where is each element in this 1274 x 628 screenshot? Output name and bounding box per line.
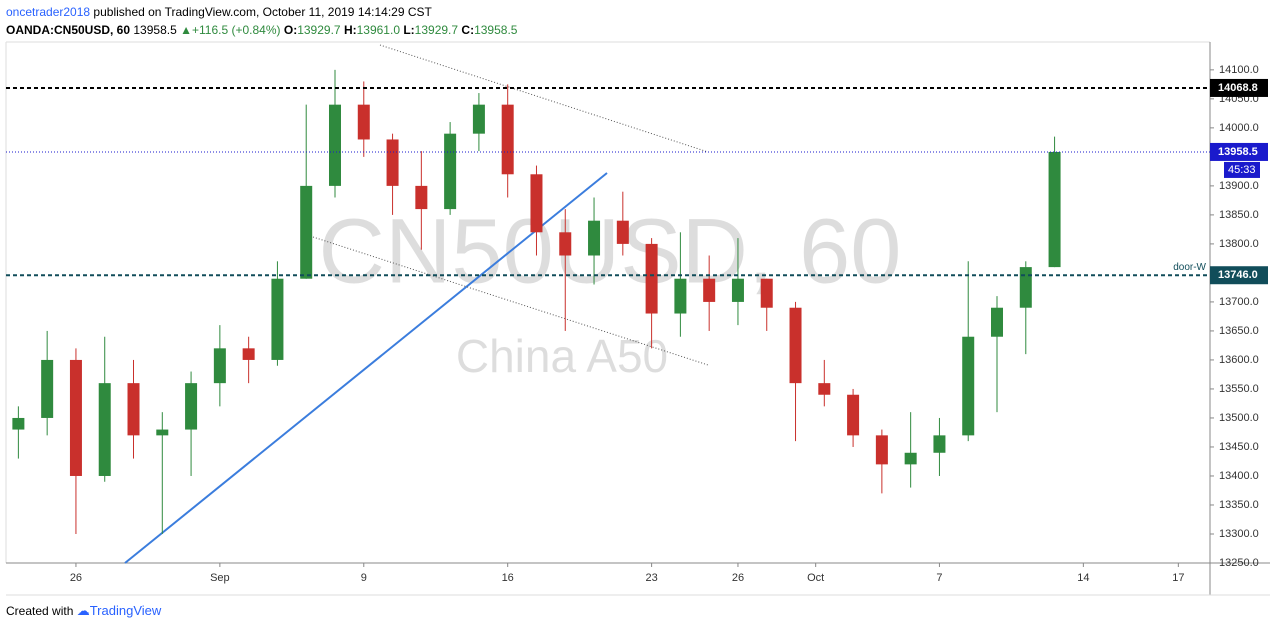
y-tick-label: 14100.0 (1219, 64, 1259, 76)
candle-body (69, 359, 82, 476)
h: 13961.0 (356, 23, 400, 37)
x-tick-label: 7 (936, 572, 942, 584)
candle-body (185, 383, 198, 430)
candle-body (904, 452, 917, 465)
footer: Created with ☁TradingView (6, 603, 161, 619)
x-tick-label: 26 (70, 572, 82, 584)
candle-body (991, 307, 1004, 337)
brand-name: TradingView (89, 603, 162, 618)
legend-line: OANDA:CN50USD, 60 13958.5 ▲+116.5 (+0.84… (6, 23, 517, 37)
x-tick-label: 14 (1077, 572, 1089, 584)
candle-body (501, 104, 514, 175)
candle-body (98, 383, 111, 476)
y-tick-label: 13550.0 (1219, 383, 1259, 395)
candle-body (41, 359, 54, 418)
y-tick-label: 14000.0 (1219, 122, 1259, 134)
candle-body (588, 220, 601, 256)
candle-body (300, 185, 313, 279)
candle-body (818, 383, 831, 395)
y-tick-label: 13850.0 (1219, 209, 1259, 221)
o-label: O: (283, 23, 298, 37)
created: Created with (6, 604, 74, 618)
last: 13958.5 (133, 23, 177, 37)
candle-body (472, 104, 485, 134)
candle-body (1019, 267, 1032, 308)
x-tick-label: Sep (210, 572, 230, 584)
y-tick-label: 13800.0 (1219, 238, 1259, 250)
level-tag (1210, 266, 1268, 285)
c: 13958.5 (474, 23, 518, 37)
candle-body (674, 278, 687, 314)
candle-body (962, 336, 975, 436)
countdown: 45:33 (1228, 164, 1256, 176)
y-tick-label: 13300.0 (1219, 528, 1259, 540)
candle-body (127, 383, 140, 436)
level-label: 13958.5 (1218, 146, 1258, 158)
candle-body (242, 348, 255, 360)
level-label: 14068.8 (1218, 82, 1258, 94)
candle-body (703, 278, 716, 302)
candle-body (156, 429, 169, 436)
level-label: 13746.0 (1218, 269, 1258, 281)
candle-body (559, 232, 572, 256)
candle-body (616, 220, 629, 244)
level-name: door-W (1173, 262, 1206, 273)
candle-body (645, 243, 658, 314)
candle-body (213, 348, 226, 384)
l-label: L: (403, 23, 415, 37)
candle-body (357, 104, 370, 140)
published: published on TradingView.com, October 11… (93, 5, 432, 19)
candle-body (386, 139, 399, 186)
change: ▲+116.5 (+0.84%) (180, 23, 281, 37)
y-tick-label: 13650.0 (1219, 325, 1259, 337)
candle-body (1048, 151, 1061, 268)
brand[interactable]: ☁TradingView (76, 603, 162, 618)
candle-body (328, 104, 341, 186)
x-tick-label: 26 (732, 572, 744, 584)
x-tick-label: 17 (1172, 572, 1184, 584)
candle-body (271, 278, 284, 360)
l: 13929.7 (414, 23, 459, 37)
candle-body (731, 278, 744, 302)
header-line: oncetrader2018 published on TradingView.… (6, 5, 432, 19)
candle-body (760, 278, 773, 308)
y-tick-label: 13700.0 (1219, 296, 1259, 308)
y-tick-label: 13350.0 (1219, 499, 1259, 511)
y-tick-label: 13400.0 (1219, 470, 1259, 482)
y-tick-label: 13450.0 (1219, 441, 1259, 453)
candle-body (12, 417, 25, 430)
x-tick-label: 23 (645, 572, 657, 584)
channel-line[interactable] (312, 236, 709, 366)
watermark-sub: China A50 (456, 330, 668, 382)
y-tick-label: 13900.0 (1219, 180, 1259, 192)
countdown-tag (1224, 161, 1260, 178)
y-tick-label: 13600.0 (1219, 354, 1259, 366)
watermark: CN50USD, 60 (319, 200, 902, 302)
symbol: OANDA:CN50USD, 60 (6, 23, 131, 37)
h-label: H: (343, 23, 357, 37)
c-label: C: (461, 23, 475, 37)
x-tick-label: Oct (807, 572, 824, 584)
candle-body (789, 307, 802, 384)
candle-body (933, 435, 946, 453)
x-tick-label: 16 (502, 572, 514, 584)
candle-body (530, 174, 543, 233)
candle-body (444, 133, 457, 210)
change-value: +116.5 (+0.84%) (192, 23, 281, 37)
trend-line[interactable] (124, 172, 608, 564)
x-tick-label: 9 (361, 572, 367, 584)
channel-line[interactable] (379, 44, 709, 153)
level-tag (1210, 78, 1268, 97)
author[interactable]: oncetrader2018 (6, 5, 91, 19)
candle-body (415, 185, 428, 210)
level-tag (1210, 142, 1268, 161)
candle-body (847, 394, 860, 436)
y-tick-label: 13500.0 (1219, 412, 1259, 424)
o: 13929.7 (297, 23, 341, 37)
candle-body (875, 435, 888, 465)
y-tick-label: 13250.0 (1219, 557, 1259, 569)
